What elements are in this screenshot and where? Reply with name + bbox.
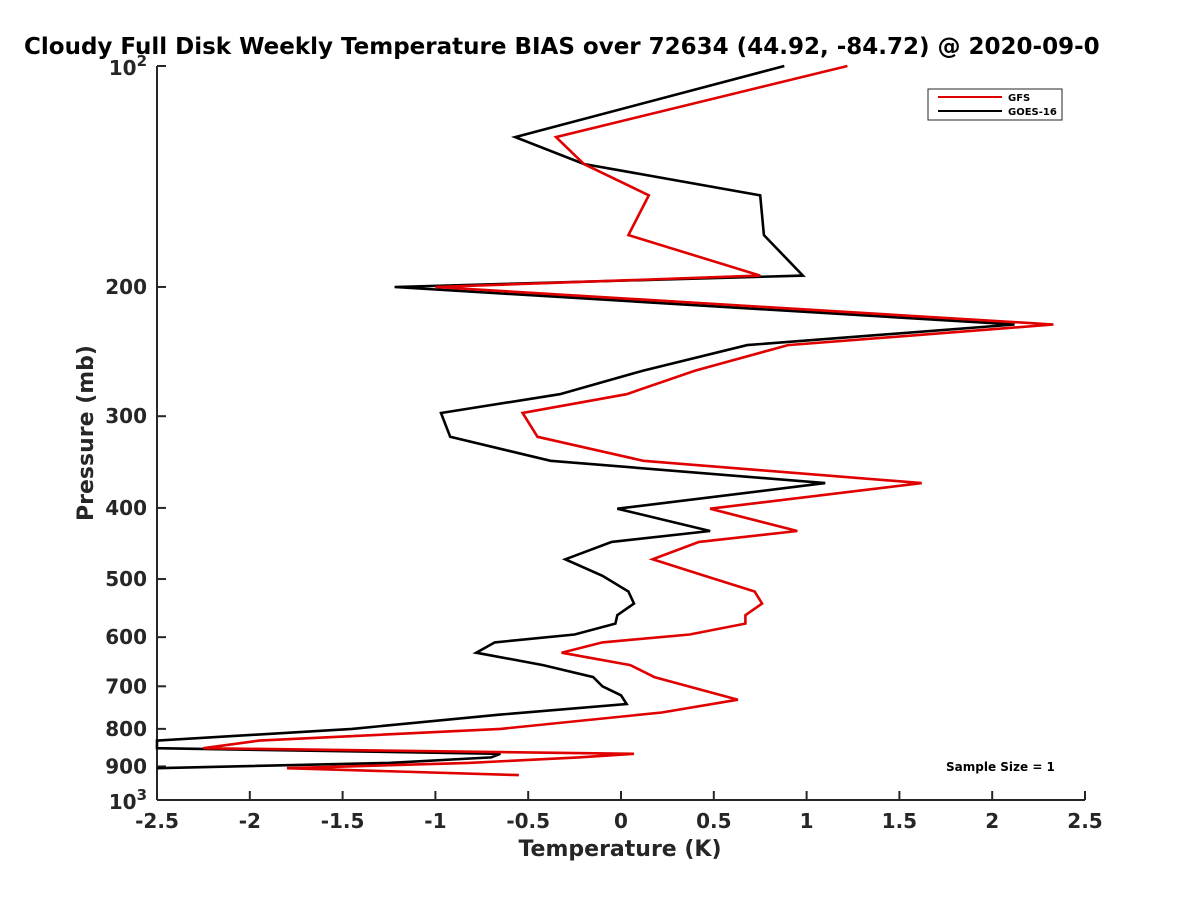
- y-axis-label: Pressure (mb): [74, 345, 99, 521]
- x-tick-label: -2: [239, 809, 261, 833]
- x-tick-label: 1.5: [882, 809, 917, 833]
- legend-label-goes16: GOES-16: [1008, 107, 1057, 118]
- plot-area: [155, 64, 1054, 777]
- chart-title: Cloudy Full Disk Weekly Temperature BIAS…: [24, 34, 1100, 60]
- y-tick-label: 103: [109, 786, 147, 814]
- y-tick-label: 700: [105, 674, 147, 698]
- x-tick-label: 1: [800, 809, 814, 833]
- legend-label-gfs: GFS: [1008, 93, 1030, 104]
- y-tick-label: 200: [105, 275, 147, 299]
- series-line-gfs: [203, 64, 1054, 777]
- y-tick-label: 102: [109, 52, 147, 80]
- x-tick-label: -1: [424, 809, 446, 833]
- x-tick-label: -0.5: [506, 809, 550, 833]
- x-tick-label: -2.5: [135, 809, 179, 833]
- legend-box: [927, 88, 1063, 121]
- sample-size-annotation: Sample Size = 1: [946, 760, 1055, 774]
- y-tick-label: 900: [105, 754, 147, 778]
- x-tick-label: -1.5: [321, 809, 365, 833]
- y-axis: 102 200 300 400 500 600 700 800 900 103: [105, 52, 166, 814]
- x-tick-label: 2: [985, 809, 999, 833]
- series-line-goes-16: [155, 64, 1015, 770]
- y-tick-label: 800: [105, 717, 147, 741]
- x-axis: -2.5 -2 -1.5 -1 -0.5 0 0.5 1 1.5 2 2.5: [135, 791, 1103, 833]
- y-tick-label: 500: [105, 567, 147, 591]
- x-tick-label: 0: [614, 809, 628, 833]
- x-axis-label: Temperature (K): [518, 837, 721, 862]
- legend: GFS GOES-16: [927, 88, 1063, 121]
- y-tick-label: 600: [105, 625, 147, 649]
- y-tick-label: 300: [105, 404, 147, 428]
- x-tick-label: 0.5: [696, 809, 731, 833]
- y-tick-label: 400: [105, 496, 147, 520]
- x-tick-label: 2.5: [1067, 809, 1102, 833]
